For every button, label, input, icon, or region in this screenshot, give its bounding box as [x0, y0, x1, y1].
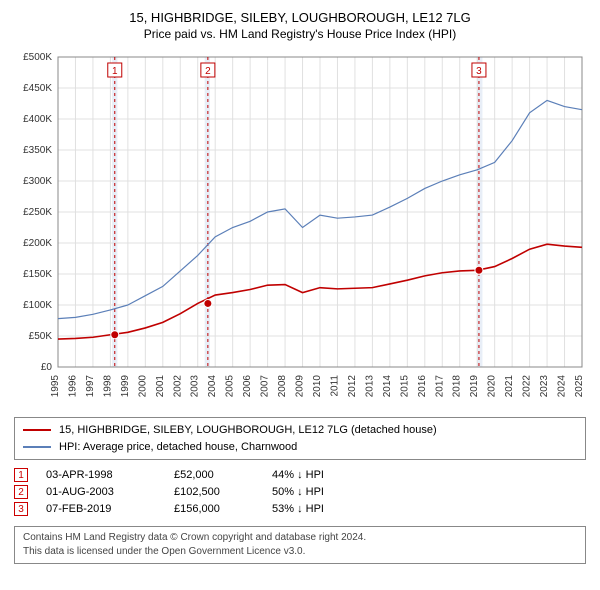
svg-text:2015: 2015 [399, 375, 410, 398]
transaction-date: 03-APR-1998 [46, 469, 156, 481]
legend: 15, HIGHBRIDGE, SILEBY, LOUGHBOROUGH, LE… [14, 417, 586, 460]
legend-label: HPI: Average price, detached house, Char… [59, 439, 297, 456]
svg-text:2013: 2013 [364, 375, 375, 398]
svg-text:1998: 1998 [102, 375, 113, 398]
svg-text:£250K: £250K [23, 207, 52, 218]
svg-text:2002: 2002 [172, 375, 183, 398]
svg-text:2009: 2009 [295, 375, 306, 398]
transaction-price: £156,000 [174, 503, 254, 515]
transaction-date: 07-FEB-2019 [46, 503, 156, 515]
svg-text:£150K: £150K [23, 269, 52, 280]
svg-text:2003: 2003 [190, 375, 201, 398]
svg-text:2014: 2014 [382, 375, 393, 398]
transaction-marker: 2 [14, 485, 28, 499]
svg-text:2021: 2021 [504, 375, 515, 398]
svg-text:2018: 2018 [452, 375, 463, 398]
transaction-price: £102,500 [174, 486, 254, 498]
svg-text:2025: 2025 [574, 375, 585, 398]
svg-text:£200K: £200K [23, 238, 52, 249]
svg-text:2019: 2019 [469, 375, 480, 398]
svg-text:2000: 2000 [137, 375, 148, 398]
svg-text:2012: 2012 [347, 375, 358, 398]
transactions-table: 1 03-APR-1998 £52,000 44% ↓ HPI 2 01-AUG-2003… [14, 468, 586, 516]
transaction-price: £52,000 [174, 469, 254, 481]
svg-text:£350K: £350K [23, 145, 52, 156]
svg-text:1996: 1996 [67, 375, 78, 398]
line-chart: £0 £50K £100K £150K £200K £250K £300K £350K £400… [10, 47, 590, 407]
legend-swatch [23, 446, 51, 448]
svg-text:2017: 2017 [434, 375, 445, 398]
svg-text:£100K: £100K [23, 300, 52, 311]
transaction-diff: 50% ↓ HPI [272, 486, 324, 498]
chart-subtitle: Price paid vs. HM Land Registry's House … [10, 27, 590, 41]
svg-text:2001: 2001 [155, 375, 166, 398]
footer-line-2: This data is licensed under the Open Gov… [23, 545, 577, 559]
transaction-diff: 53% ↓ HPI [272, 503, 324, 515]
legend-item: HPI: Average price, detached house, Char… [23, 439, 577, 456]
svg-text:£0: £0 [41, 362, 53, 373]
footer-line-1: Contains HM Land Registry data © Crown c… [23, 531, 577, 545]
svg-text:2016: 2016 [417, 375, 428, 398]
svg-text:2022: 2022 [522, 375, 533, 398]
svg-text:2010: 2010 [312, 375, 323, 398]
chart-title: 15, HIGHBRIDGE, SILEBY, LOUGHBOROUGH, LE… [10, 10, 590, 25]
legend-swatch [23, 429, 51, 431]
transaction-diff: 44% ↓ HPI [272, 469, 324, 481]
svg-text:2011: 2011 [329, 375, 340, 397]
chart-area: £0 £50K £100K £150K £200K £250K £300K £350K £400… [10, 47, 590, 407]
transaction-row: 2 01-AUG-2003 £102,500 50% ↓ HPI [14, 485, 586, 499]
svg-text:£300K: £300K [23, 176, 52, 187]
chart-container: 15, HIGHBRIDGE, SILEBY, LOUGHBOROUGH, LE… [0, 0, 600, 576]
svg-text:3: 3 [476, 66, 482, 77]
svg-text:2023: 2023 [539, 375, 550, 398]
legend-label: 15, HIGHBRIDGE, SILEBY, LOUGHBOROUGH, LE… [59, 422, 437, 439]
svg-text:2024: 2024 [557, 375, 568, 398]
svg-text:2007: 2007 [260, 375, 271, 398]
svg-text:1999: 1999 [120, 375, 131, 398]
svg-text:1995: 1995 [50, 375, 61, 398]
attribution-footer: Contains HM Land Registry data © Crown c… [14, 526, 586, 564]
transaction-row: 3 07-FEB-2019 £156,000 53% ↓ HPI [14, 502, 586, 516]
legend-item: 15, HIGHBRIDGE, SILEBY, LOUGHBOROUGH, LE… [23, 422, 577, 439]
transaction-marker: 3 [14, 502, 28, 516]
svg-text:1: 1 [112, 66, 118, 77]
svg-text:£50K: £50K [29, 331, 53, 342]
svg-text:2: 2 [205, 66, 211, 77]
svg-text:2020: 2020 [487, 375, 498, 398]
transaction-date: 01-AUG-2003 [46, 486, 156, 498]
svg-text:2004: 2004 [207, 375, 218, 398]
svg-text:1997: 1997 [85, 375, 96, 398]
svg-text:2008: 2008 [277, 375, 288, 398]
svg-text:2005: 2005 [225, 375, 236, 398]
svg-text:2006: 2006 [242, 375, 253, 398]
svg-text:£500K: £500K [23, 52, 52, 63]
svg-text:£450K: £450K [23, 83, 52, 94]
transaction-marker: 1 [14, 468, 28, 482]
transaction-row: 1 03-APR-1998 £52,000 44% ↓ HPI [14, 468, 586, 482]
svg-text:£400K: £400K [23, 114, 52, 125]
